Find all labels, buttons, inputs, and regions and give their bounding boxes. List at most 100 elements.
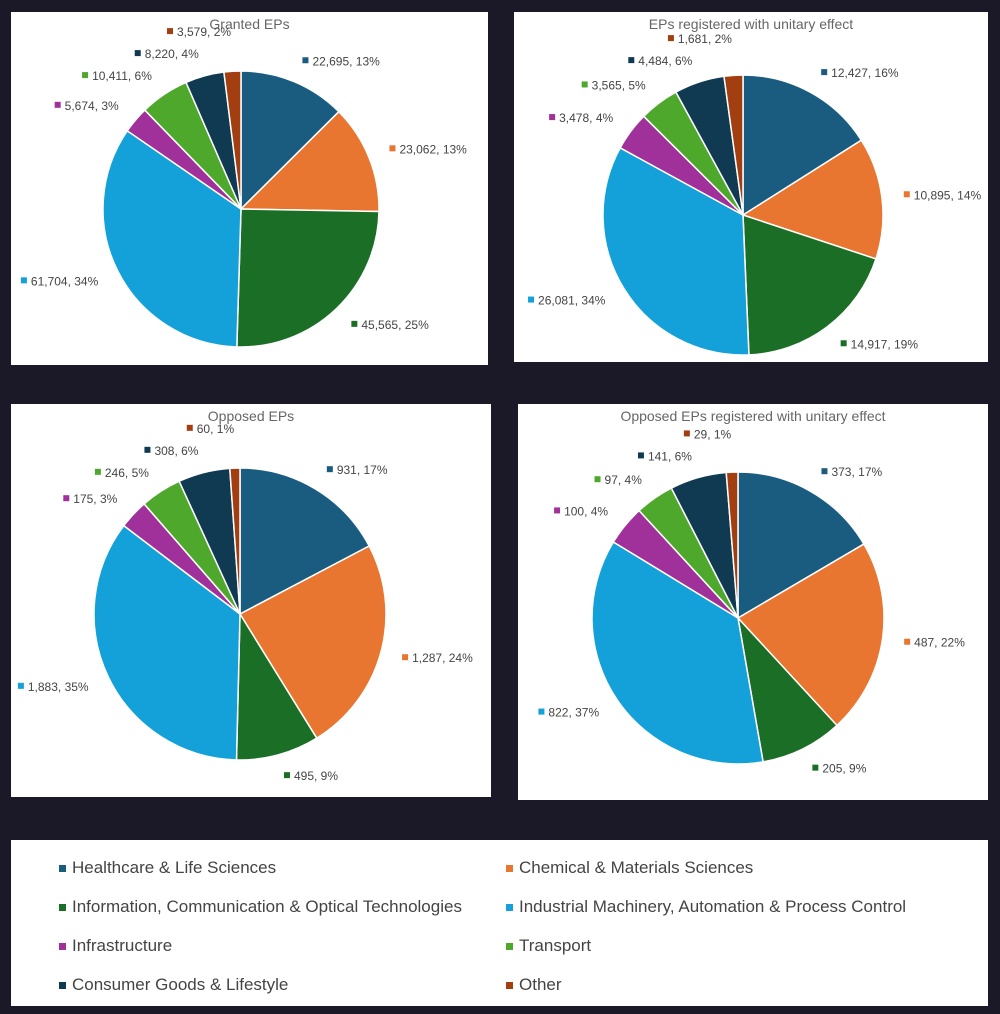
chart-panel-unitary: EPs registered with unitary effect 12,42… bbox=[514, 12, 988, 362]
data-label: 487, 22% bbox=[914, 636, 965, 650]
data-label: 4,484, 6% bbox=[638, 54, 692, 68]
data-label: 373, 17% bbox=[831, 465, 882, 479]
chart-panel-opposed: Opposed EPs 931, 17% 1,287, 24% 495, 9% 1,8… bbox=[11, 404, 491, 797]
data-label-marker bbox=[302, 57, 309, 64]
data-label-marker bbox=[904, 638, 911, 645]
legend-swatch bbox=[506, 864, 513, 872]
data-label-marker bbox=[581, 81, 588, 88]
data-label-marker bbox=[538, 708, 545, 715]
data-label: 14,917, 19% bbox=[851, 337, 919, 351]
chart-title: Opposed EPs bbox=[207, 408, 295, 424]
data-label-marker bbox=[840, 340, 847, 347]
legend-item: Consumer Goods & Lifestyle bbox=[59, 975, 288, 995]
legend-label: Industrial Machinery, Automation & Proce… bbox=[519, 897, 907, 916]
pie-slice-1 bbox=[741, 139, 884, 260]
legend-swatch bbox=[506, 942, 513, 950]
legend-item: Chemical & Materials Sciences bbox=[506, 858, 753, 878]
data-label: 3,565, 5% bbox=[592, 78, 646, 92]
legend-swatch bbox=[59, 864, 66, 872]
chart-panel-opposed-unitary: Opposed EPs registered with unitary effe… bbox=[518, 404, 988, 800]
pie-slice-7 bbox=[725, 471, 739, 619]
data-label: 100, 4% bbox=[564, 504, 608, 518]
data-label: 61,704, 34% bbox=[31, 274, 99, 288]
data-label-marker bbox=[283, 772, 290, 779]
pie-slice-0 bbox=[239, 467, 371, 616]
data-label: 3,478, 4% bbox=[559, 111, 613, 125]
data-label-marker bbox=[683, 430, 690, 437]
legend-swatch bbox=[59, 942, 66, 950]
data-label-marker bbox=[326, 466, 333, 473]
legend-label: Chemical & Materials Sciences bbox=[519, 858, 754, 877]
chart-title: Granted EPs bbox=[209, 16, 290, 32]
data-label: 22,695, 13% bbox=[312, 54, 380, 68]
data-label-marker bbox=[17, 682, 24, 689]
legend-swatch bbox=[506, 981, 513, 989]
legend-swatch bbox=[59, 903, 66, 911]
pie-slice-1 bbox=[736, 543, 885, 727]
chart-title: Opposed EPs registered with unitary effe… bbox=[620, 408, 886, 424]
pie-slice-1 bbox=[239, 110, 380, 213]
legend-item: Infrastructure bbox=[59, 936, 172, 956]
data-label: 931, 17% bbox=[337, 463, 388, 477]
legend-label: Transport bbox=[519, 936, 592, 955]
pie-slice-7 bbox=[223, 70, 242, 210]
pie-slice-3 bbox=[602, 146, 750, 356]
data-label-marker bbox=[549, 114, 556, 121]
pie-slice-2 bbox=[742, 213, 877, 356]
legend-label: Consumer Goods & Lifestyle bbox=[72, 975, 289, 994]
data-label: 45,565, 25% bbox=[361, 318, 429, 332]
legend-item: Industrial Machinery, Automation & Proce… bbox=[506, 897, 906, 917]
data-label: 822, 37% bbox=[548, 706, 599, 720]
data-label-marker bbox=[351, 320, 358, 327]
pie-slice-2 bbox=[736, 615, 838, 763]
data-label: 1,883, 35% bbox=[28, 680, 89, 694]
data-label: 495, 9% bbox=[294, 769, 338, 783]
pie-slice-0 bbox=[240, 70, 340, 211]
data-label-marker bbox=[554, 507, 561, 514]
data-label: 205, 9% bbox=[822, 762, 866, 776]
data-label-marker bbox=[94, 468, 101, 475]
data-label-marker bbox=[134, 50, 141, 57]
data-label-marker bbox=[594, 476, 601, 483]
data-label: 5,674, 3% bbox=[65, 99, 119, 113]
data-label-marker bbox=[628, 57, 635, 64]
legend-label: Other bbox=[519, 975, 562, 994]
pie-slice-3 bbox=[591, 540, 764, 765]
legend-item: Healthcare & Life Sciences bbox=[59, 858, 276, 878]
data-label: 12,427, 16% bbox=[831, 66, 899, 80]
data-label-marker bbox=[144, 446, 151, 453]
pie-slice-7 bbox=[228, 467, 241, 615]
data-label-marker bbox=[186, 424, 193, 431]
pie-chart: 12,427, 16% 10,895, 14% 14,917, 19% 26,081,… bbox=[528, 32, 982, 356]
pie-slice-3 bbox=[102, 129, 242, 348]
data-label-marker bbox=[389, 145, 396, 152]
data-label: 308, 6% bbox=[154, 444, 198, 458]
data-label-marker bbox=[821, 468, 828, 475]
data-label: 141, 6% bbox=[648, 449, 692, 463]
legend-item: Transport bbox=[506, 936, 591, 956]
data-label-marker bbox=[402, 654, 409, 661]
data-label: 1,287, 24% bbox=[412, 651, 473, 665]
data-label: 29, 1% bbox=[694, 427, 732, 441]
pie-slice-0 bbox=[737, 471, 865, 620]
pie-chart: 22,695, 13% 23,062, 13% 45,565, 25% 61,704,… bbox=[20, 25, 467, 348]
data-label-marker bbox=[903, 191, 910, 198]
data-label-marker bbox=[54, 101, 61, 108]
data-label: 60, 1% bbox=[197, 422, 235, 436]
data-label: 97, 4% bbox=[605, 473, 643, 487]
data-label-marker bbox=[82, 72, 89, 79]
data-label-marker bbox=[821, 69, 828, 76]
legend-swatch bbox=[506, 903, 513, 911]
legend-label: Healthcare & Life Sciences bbox=[72, 858, 277, 877]
data-label-marker bbox=[63, 495, 70, 502]
data-label: 175, 3% bbox=[73, 492, 117, 506]
data-label: 8,220, 4% bbox=[145, 47, 199, 61]
pie-chart: 931, 17% 1,287, 24% 495, 9% 1,883, 35% 175, … bbox=[17, 422, 473, 783]
pie-slice-7 bbox=[723, 74, 744, 216]
pie-slice-2 bbox=[235, 611, 318, 761]
data-label-marker bbox=[20, 277, 27, 284]
legend-label: Infrastructure bbox=[72, 936, 173, 955]
legend-label: Information, Communication & Optical Tec… bbox=[72, 897, 462, 916]
data-label: 26,081, 34% bbox=[538, 294, 606, 308]
chart-title: EPs registered with unitary effect bbox=[648, 16, 854, 32]
